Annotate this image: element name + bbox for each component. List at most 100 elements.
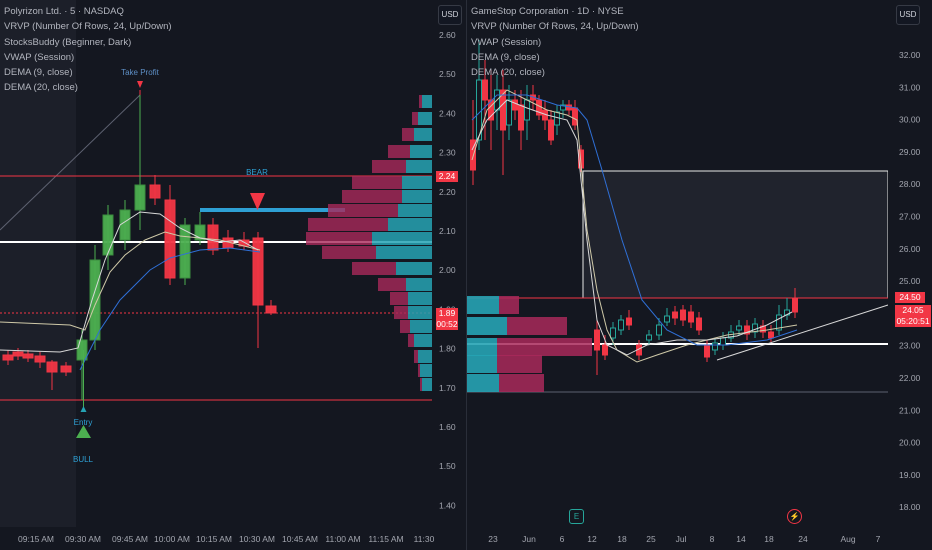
left-currency-button[interactable]: USD (438, 5, 462, 25)
volume-bar-up (420, 364, 432, 377)
split-icon[interactable]: ⚡ (787, 509, 802, 524)
volume-bar-up (414, 334, 432, 347)
time-tick-label: 18 (764, 534, 774, 544)
entry-label: Entry (74, 418, 93, 427)
time-tick-label: 09:15 AM (18, 534, 54, 544)
right-time-axis[interactable] (467, 527, 932, 550)
right-candle-body (680, 309, 686, 321)
right-candle-body (610, 327, 616, 339)
right-price-axis[interactable] (888, 0, 932, 527)
right-candle-body (626, 317, 632, 326)
right-volume-bar-up (467, 338, 497, 356)
volume-bar-down (328, 204, 398, 217)
price-tick-label: 22.00 (899, 373, 921, 383)
premarket-shading (0, 0, 76, 527)
volume-bar-up (402, 190, 432, 203)
pane-divider[interactable] (466, 0, 467, 550)
price-tick-label: 31.00 (899, 82, 921, 92)
left-indicator-dema-20[interactable]: DEMA (20, close) (4, 82, 78, 94)
right-candle-body (548, 119, 554, 141)
right-chart-canvas[interactable]: 32.00 31.00 30.00 29.00 28.00 27.00 26.00 25.00… (467, 0, 932, 550)
right-volume-bar-down (499, 296, 519, 314)
left-indicator-vwap[interactable]: VWAP (Session) (4, 51, 75, 63)
price-tick-label: 30.00 (899, 115, 921, 125)
right-volume-bar-up (467, 374, 499, 392)
left-chart-pane[interactable]: 2.602.502.402.302.202.102.001.901.801.70… (0, 0, 466, 550)
gap-zone-box (582, 170, 889, 299)
price-tick-label: 1.70 (439, 383, 456, 393)
right-indicator-dema-20[interactable]: DEMA (20, close) (471, 67, 545, 79)
time-tick-label: 10:00 AM (154, 534, 190, 544)
time-tick-label: Jul (676, 534, 687, 544)
price-axis[interactable] (432, 0, 466, 527)
candle-body (119, 209, 131, 241)
left-indicator-vrvp[interactable]: VRVP (Number Of Rows, 24, Up/Down) (4, 21, 172, 33)
right-currency-button[interactable]: USD (896, 5, 920, 25)
price-tick-label: 19.00 (899, 470, 921, 480)
time-tick-label: 09:45 AM (112, 534, 148, 544)
right-candle-body (776, 314, 782, 331)
price-tick-label: 23.00 (899, 341, 921, 351)
volume-bar-up (398, 204, 432, 217)
candle-body (265, 305, 277, 314)
candle-body (194, 224, 206, 241)
right-candle-body (768, 331, 774, 339)
left-chart-canvas[interactable]: 2.602.502.402.302.202.102.001.901.801.70… (0, 0, 466, 550)
right-candle-body (512, 99, 518, 111)
volume-bar-up (376, 246, 432, 259)
time-tick-label: Jun (522, 534, 536, 544)
right-symbol-title[interactable]: GameStop Corporation · 1D · NYSE (471, 6, 624, 17)
right-indicator-dema-9[interactable]: DEMA (9, close) (471, 51, 540, 63)
candle-body (252, 237, 264, 306)
candle-body (34, 355, 46, 363)
candle-body (12, 351, 24, 357)
left-symbol-title[interactable]: Polyrizon Ltd. · 5 · NASDAQ (4, 6, 124, 17)
right-candle-body (618, 319, 624, 331)
price-tick-label: 2.30 (439, 148, 456, 158)
candle-body (134, 184, 146, 211)
volume-bar-up (422, 378, 432, 391)
price-tick-label: 21.00 (899, 405, 921, 415)
volume-bar-up (406, 278, 432, 291)
right-indicator-vwap[interactable]: VWAP (Session) (471, 36, 542, 48)
volume-bar-down (372, 160, 406, 173)
right-chart-pane[interactable]: 32.00 31.00 30.00 29.00 28.00 27.00 26.00 25.00… (467, 0, 932, 550)
price-tick-label: 28.00 (899, 179, 921, 189)
price-tick-label: 2.20 (439, 187, 456, 197)
left-level-price-tag: 2.24 (436, 171, 458, 182)
candle-body (102, 214, 114, 256)
candle-body (207, 224, 219, 251)
price-tick-label: 20.00 (899, 438, 921, 448)
right-candle-body (656, 324, 662, 336)
right-volume-bar-up (467, 317, 507, 335)
right-volume-bar-down (499, 374, 544, 392)
right-candle-body (720, 337, 726, 346)
time-tick-label: 10:45 AM (282, 534, 318, 544)
right-candle-body (736, 325, 742, 331)
time-axis[interactable] (0, 527, 466, 550)
volume-bar-up (418, 350, 432, 363)
volume-bar-down (412, 112, 418, 125)
right-volume-bar-down (497, 355, 542, 373)
candle-body (179, 224, 191, 279)
right-indicator-vrvp[interactable]: VRVP (Number Of Rows, 24, Up/Down) (471, 21, 639, 33)
left-indicator-stocksbuddy[interactable]: StocksBuddy (Beginner, Dark) (4, 36, 132, 48)
volume-bar-up (408, 292, 432, 305)
right-dema-9-line (471, 99, 793, 356)
time-tick-label: 11:15 AM (368, 534, 403, 544)
time-tick-label: 14 (736, 534, 746, 544)
left-indicator-dema-9[interactable]: DEMA (9, close) (4, 67, 73, 79)
volume-bar-down (408, 334, 414, 347)
earnings-icon[interactable]: E (569, 509, 584, 524)
dema-20-line (0, 231, 261, 331)
candle-body (76, 339, 88, 361)
left-countdown: 00:52 (436, 319, 458, 329)
right-candle-body (664, 315, 670, 323)
volume-bar-up (406, 160, 432, 173)
price-tick-label: 32.00 (899, 50, 921, 60)
volume-bar-up (396, 262, 432, 275)
volume-bar-up (402, 176, 432, 189)
time-tick-label: 23 (488, 534, 498, 544)
right-candle-body (524, 99, 530, 121)
time-tick-label: 25 (646, 534, 656, 544)
